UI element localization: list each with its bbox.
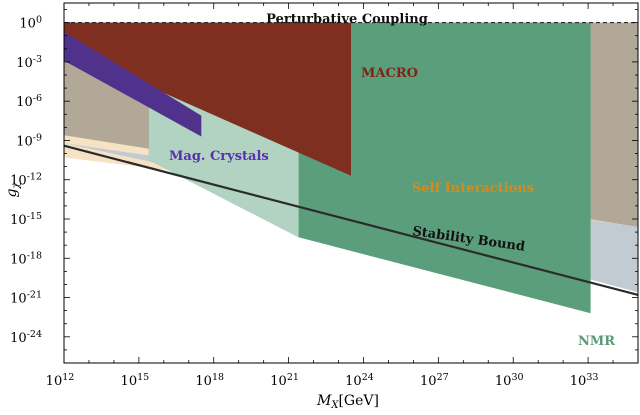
region-mag-crystals — [64, 31, 202, 137]
region-macro — [64, 22, 351, 176]
mag-crystals-label: Mag. Crystals — [169, 149, 269, 164]
nmr-label: NMR — [578, 334, 615, 349]
macro-label: MACRO — [361, 66, 418, 81]
stability-bound-line — [63, 144, 639, 296]
tick-label: 1015 — [121, 372, 150, 389]
tick-label: 1030 — [495, 372, 524, 389]
tick-label: 1021 — [270, 372, 299, 389]
tick-label: 1027 — [420, 372, 449, 389]
perturbative-coupling-label: Perturbative Coupling — [266, 12, 428, 27]
x-axis-label: MX[GeV] — [316, 393, 379, 411]
tick-label: 1033 — [570, 372, 599, 389]
tick-label: 10-6 — [16, 93, 42, 110]
tick-label: 1018 — [195, 372, 224, 389]
tick-label: 10-9 — [16, 132, 42, 149]
y-axis-label: gχ — [4, 182, 22, 198]
tick-label: 1024 — [345, 372, 374, 389]
ticks-layer: 1012 1015 1018 1021 1024 1027 1030 1033 100 10-3 1… — [10, 3, 639, 389]
regions-layer — [64, 22, 638, 314]
lines-layer — [63, 22, 639, 296]
self-interactions-label: Self Interactions — [412, 181, 534, 196]
tick-label: 10-24 — [10, 329, 42, 346]
tick-label: 10-15 — [10, 211, 42, 228]
tick-label: 10-21 — [10, 290, 42, 307]
tick-label: 10-3 — [16, 54, 42, 71]
tick-label: 100 — [19, 15, 42, 32]
plot-frame — [63, 2, 639, 364]
tick-label: 10-18 — [10, 250, 42, 267]
tick-label: 1012 — [46, 372, 75, 389]
tick-label: 10-12 — [10, 172, 42, 189]
